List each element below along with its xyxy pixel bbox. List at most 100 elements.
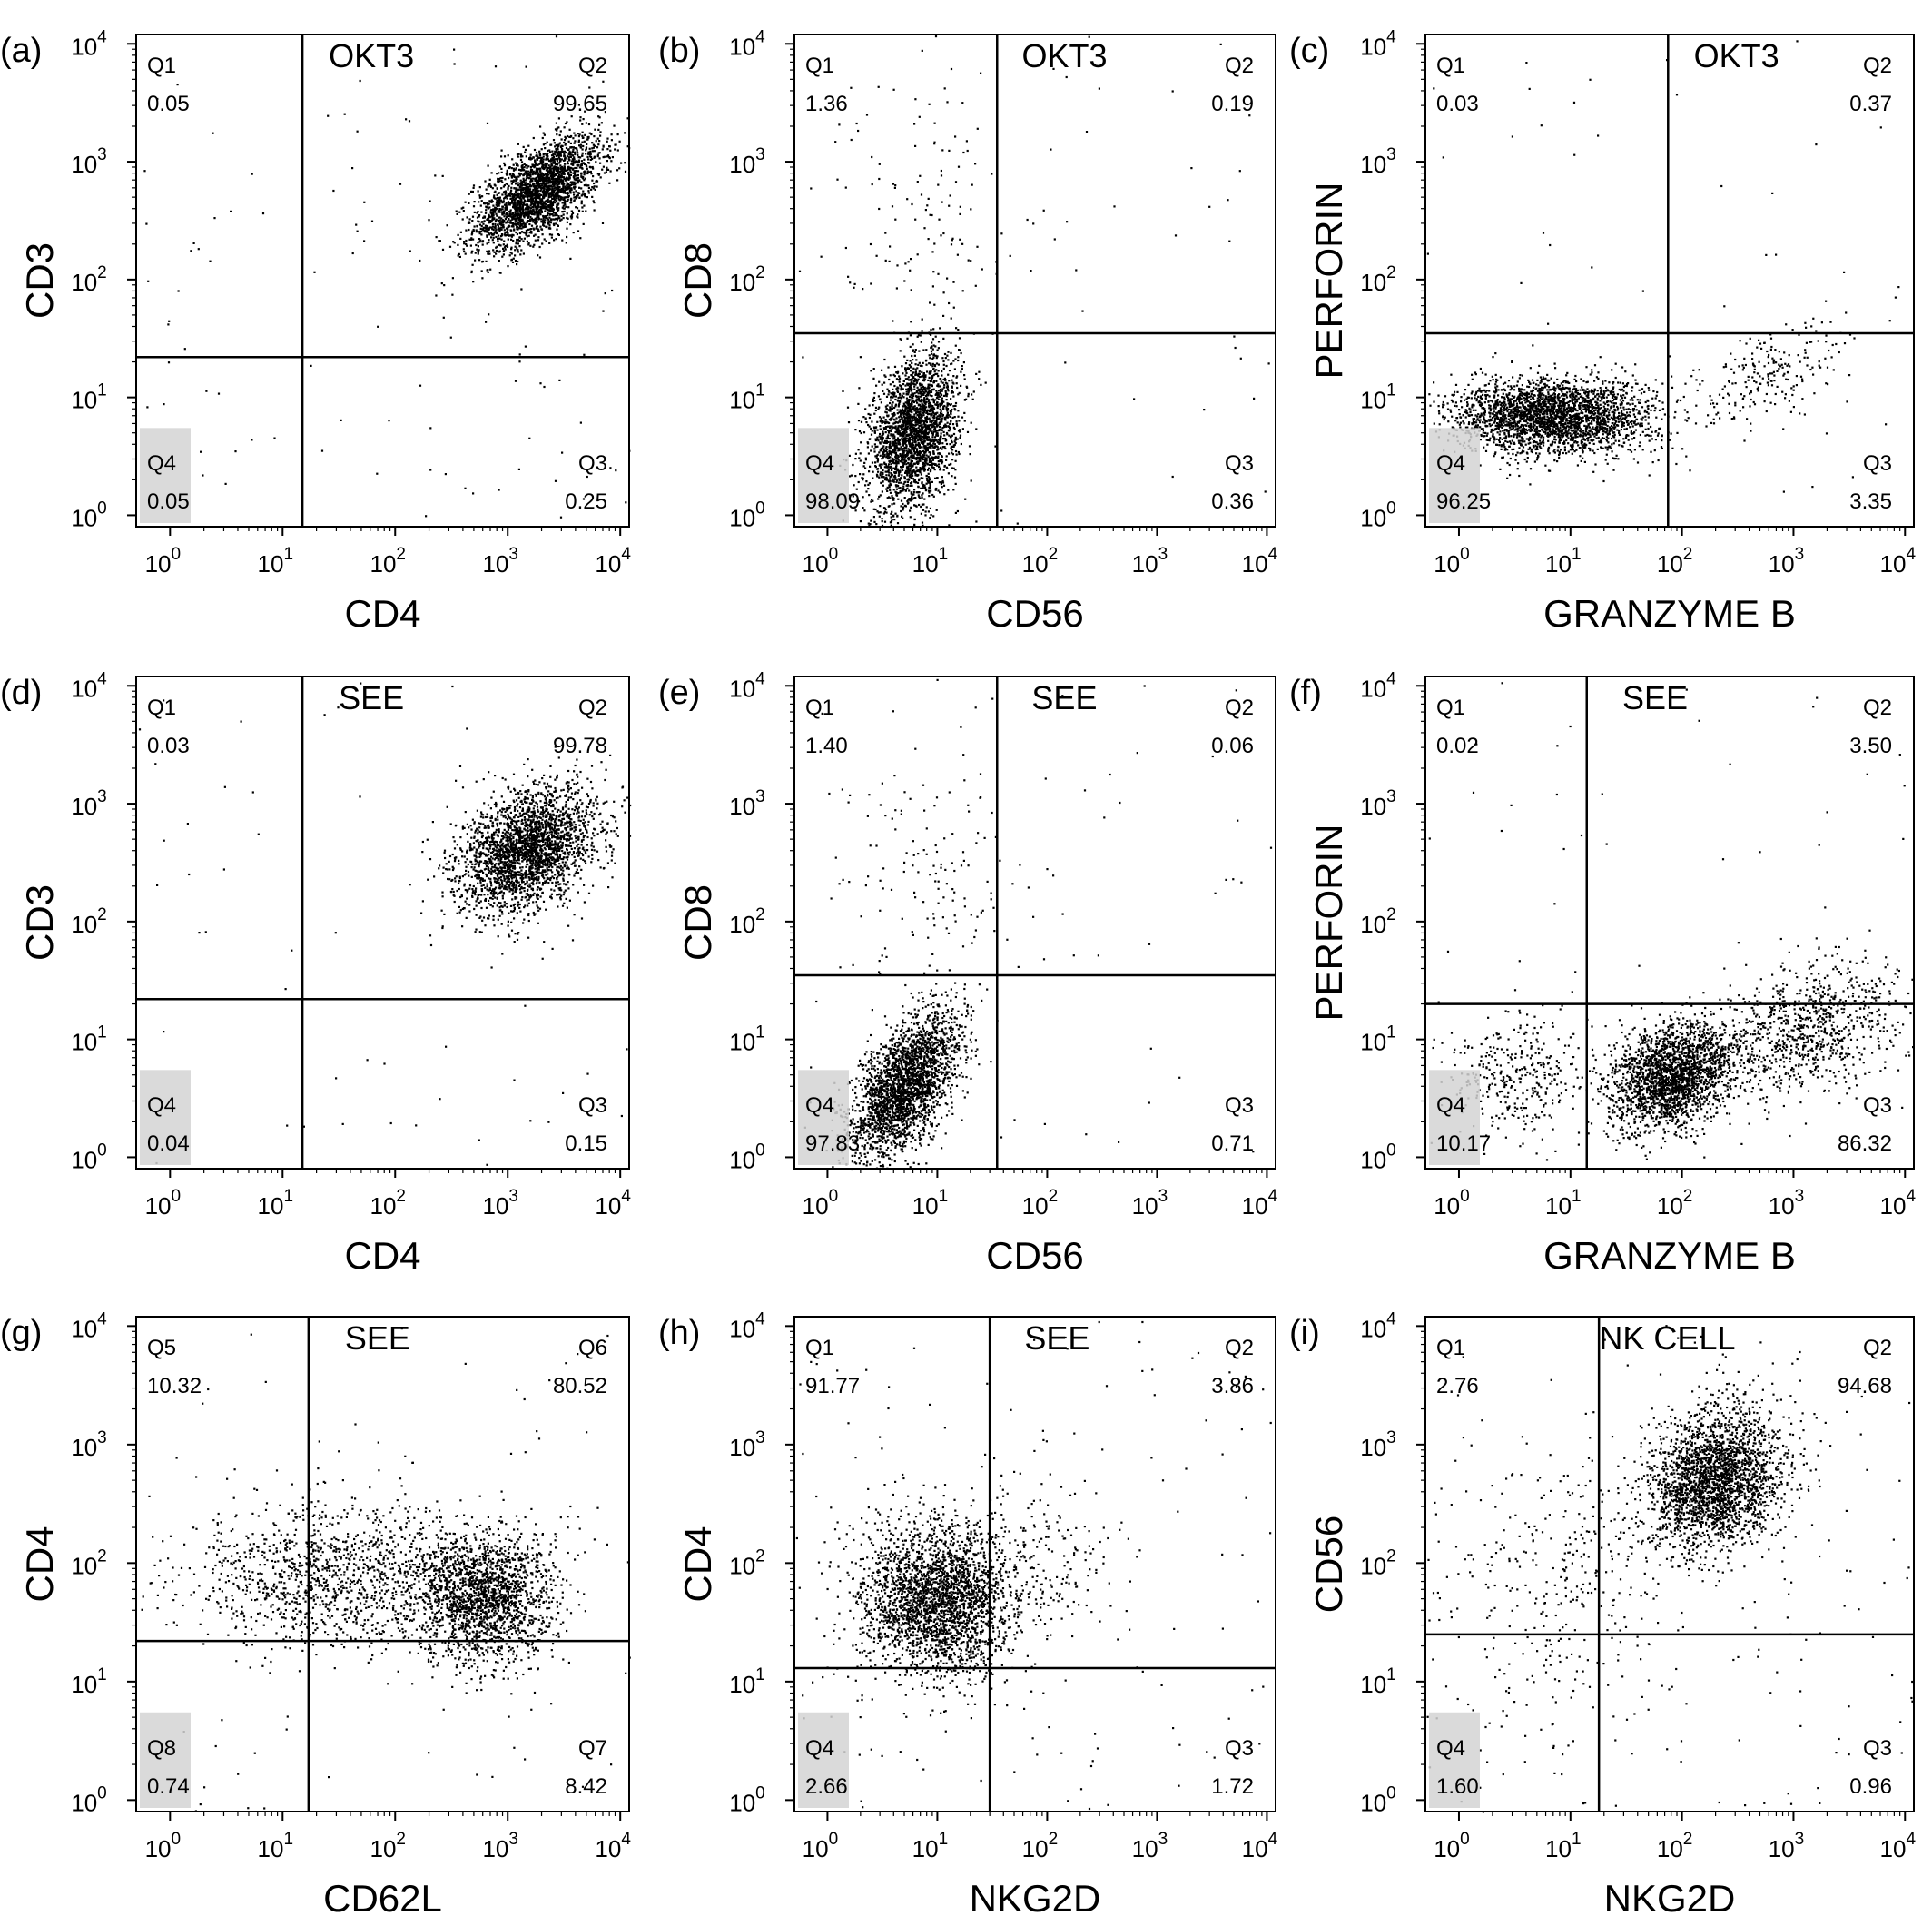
scatter-point (544, 210, 547, 212)
scatter-point (547, 209, 550, 212)
scatter-point (932, 515, 935, 518)
scatter-point (530, 224, 534, 227)
scatter-point (592, 187, 595, 190)
scatter-point (910, 482, 912, 485)
scatter-point (882, 451, 884, 454)
scatter-point (470, 271, 473, 274)
scatter-point (542, 214, 545, 218)
scatter-point (518, 201, 520, 203)
x-tick-exponent: 4 (621, 545, 631, 564)
scatter-point (900, 339, 902, 341)
scatter-point (587, 190, 590, 193)
scatter-point (509, 202, 512, 205)
scatter-point (524, 164, 527, 167)
scatter-point (498, 229, 501, 232)
scatter-point (482, 216, 485, 219)
scatter-point (524, 203, 527, 206)
scatter-point (355, 223, 358, 226)
scatter-point (523, 163, 526, 165)
scatter-point (937, 393, 940, 397)
scatter-point (489, 268, 492, 271)
scatter-point (879, 425, 882, 428)
scatter-point (896, 409, 899, 411)
scatter-point (516, 153, 519, 156)
scatter-point (542, 189, 546, 193)
scatter-point (575, 179, 577, 182)
scatter-point (577, 176, 580, 179)
scatter-point (557, 233, 560, 236)
scatter-point (504, 217, 507, 221)
scatter-point (508, 234, 510, 237)
scatter-point (485, 209, 488, 212)
scatter-point (543, 238, 546, 241)
scatter-point (918, 421, 921, 424)
scatter-point (498, 200, 500, 202)
scatter-point (573, 196, 576, 199)
scatter-point (428, 219, 430, 222)
scatter-point (545, 180, 548, 183)
scatter-point (529, 172, 532, 174)
scatter-point (917, 363, 920, 366)
scatter-point (457, 254, 459, 257)
scatter-point (529, 195, 533, 198)
scatter-point (514, 211, 517, 213)
scatter-point (526, 166, 528, 169)
scatter-point (870, 370, 872, 372)
scatter-point (593, 182, 596, 185)
scatter-point (506, 170, 508, 173)
scatter-point (555, 122, 557, 124)
scatter-point (553, 142, 556, 144)
scatter-point (890, 392, 892, 395)
scatter-point (480, 233, 483, 236)
scatter-point (898, 481, 901, 484)
scatter-point (498, 260, 500, 262)
scatter-point (519, 222, 523, 225)
scatter-point (935, 422, 938, 425)
scatter-point (610, 139, 613, 142)
scatter-point (881, 524, 884, 527)
scatter-point (924, 390, 927, 392)
scatter-point (901, 417, 903, 420)
scatter-point (511, 233, 514, 236)
scatter-point (518, 174, 521, 177)
scatter-point (511, 158, 514, 161)
scatter-point (938, 481, 941, 484)
scatter-point (593, 135, 596, 138)
scatter-point (510, 248, 513, 251)
scatter-point (914, 421, 917, 424)
scatter-point (549, 192, 552, 194)
scatter-point (882, 507, 886, 509)
scatter-point (583, 204, 586, 207)
scatter-point (941, 486, 943, 489)
scatter-point (545, 191, 547, 193)
scatter-point (918, 350, 921, 352)
scatter-point (873, 450, 876, 453)
scatter-point (519, 179, 522, 182)
scatter-point (542, 197, 545, 200)
scatter-point (443, 284, 446, 287)
scatter-point (942, 367, 945, 370)
scatter-point (896, 461, 899, 464)
scatter-point (543, 167, 546, 171)
scatter-point (516, 232, 518, 236)
scatter-point (916, 481, 920, 484)
scatter-point (486, 193, 488, 195)
scatter-point (580, 163, 583, 165)
scatter-point (892, 422, 895, 425)
scatter-point (552, 197, 555, 200)
scatter-point (477, 211, 479, 213)
scatter-point (883, 520, 887, 523)
scatter-point (576, 166, 578, 169)
scatter-point (925, 359, 928, 361)
scatter-point (911, 493, 913, 496)
scatter-point (515, 183, 518, 185)
scatter-point (899, 415, 902, 418)
scatter-point (901, 515, 903, 518)
scatter-point (893, 365, 897, 368)
scatter-point (912, 394, 915, 397)
scatter-point (516, 205, 518, 208)
scatter-point (905, 371, 908, 374)
scatter-point (949, 415, 951, 418)
scatter-point (502, 223, 505, 226)
scatter-point (898, 402, 901, 405)
